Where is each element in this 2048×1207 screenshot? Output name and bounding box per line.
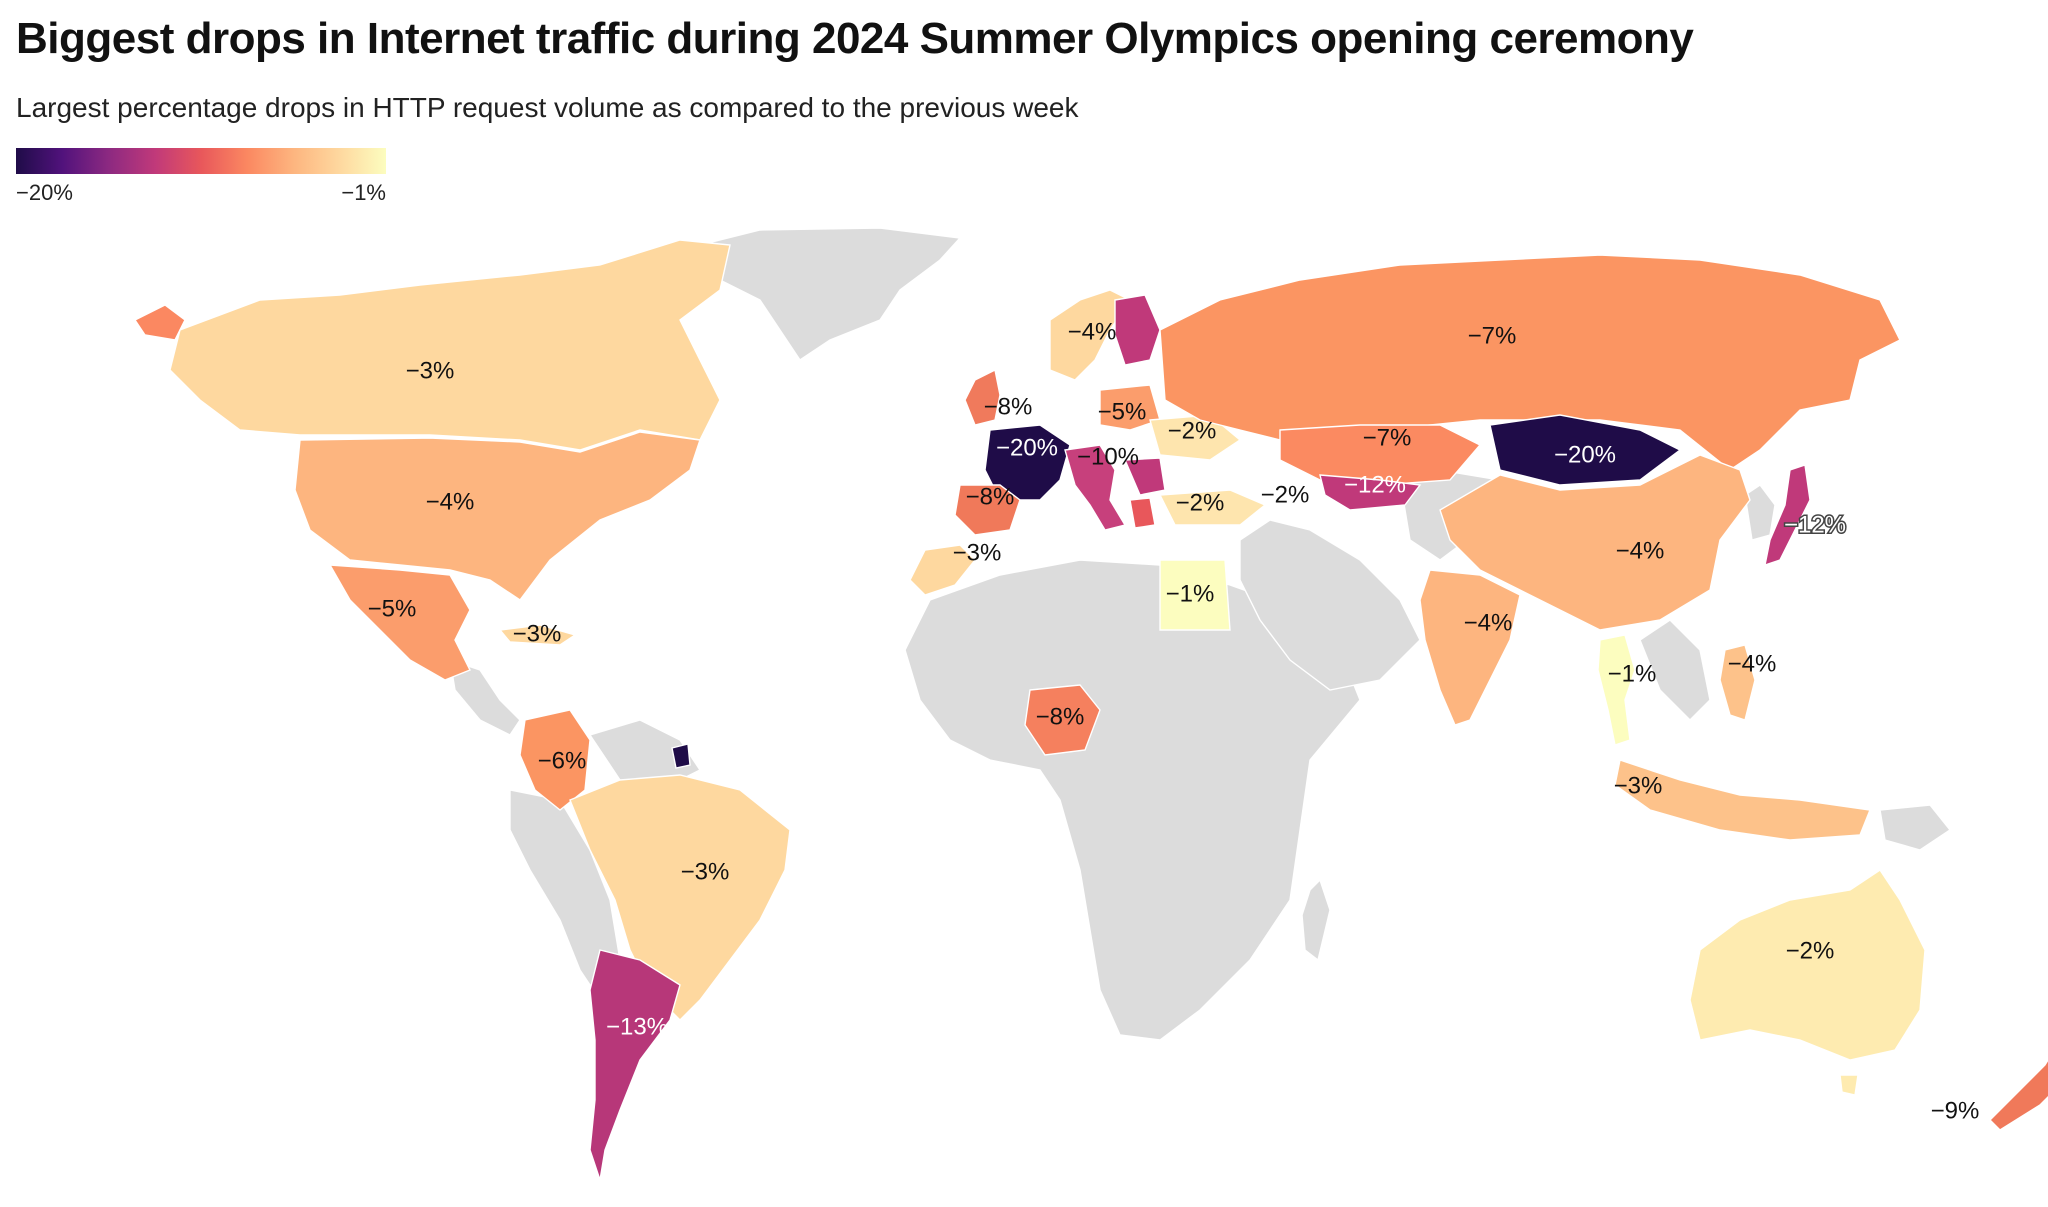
- region-argentina: [589, 949, 681, 1181]
- label-brazil: −3%: [681, 858, 730, 885]
- region-usa: [294, 431, 701, 601]
- korea-region: [1744, 484, 1776, 541]
- papua: [1879, 804, 1952, 851]
- label-cuba: −3%: [513, 620, 562, 647]
- label-canada: −3%: [406, 357, 455, 384]
- label-new-zealand: −9%: [1931, 1097, 1980, 1124]
- label-colombia: −6%: [538, 747, 587, 774]
- choropleth-countries: [133, 239, 2048, 1181]
- region-indonesia: [1614, 759, 1871, 841]
- label-france: −20%: [996, 434, 1058, 461]
- label-poland: −5%: [1098, 398, 1147, 425]
- region-uk: [964, 368, 1001, 426]
- region-china: [1439, 454, 1751, 631]
- middle-east-nodata: [1239, 519, 1421, 691]
- region-mexico: [328, 564, 471, 681]
- label-china: −4%: [1616, 537, 1665, 564]
- central-america-nodata: [449, 658, 521, 736]
- legend-min-label: −20%: [16, 180, 73, 205]
- region-norway: [1049, 289, 1132, 381]
- french-guiana: [671, 743, 691, 769]
- legend-max-label: −1%: [341, 180, 386, 205]
- label-mongolia: −20%: [1554, 441, 1616, 468]
- label-georgia: −2%: [1261, 481, 1310, 508]
- region-italy: [1064, 444, 1127, 531]
- nodata-land: [449, 227, 1952, 1041]
- region-nigeria: [1024, 684, 1101, 756]
- southeast-asia-nodata: [1639, 619, 1711, 721]
- finland: [1114, 294, 1161, 366]
- region-spain: [954, 484, 1021, 536]
- label-turkey: −2%: [1176, 489, 1225, 516]
- label-italy: −10%: [1077, 443, 1139, 470]
- label-india: −4%: [1464, 609, 1513, 636]
- label-norway: −4%: [1068, 318, 1117, 345]
- label-uk: −8%: [984, 393, 1033, 420]
- region-mongolia: [1489, 414, 1682, 486]
- label-egypt: −1%: [1166, 580, 1215, 607]
- page-title: Biggest drops in Internet traffic during…: [16, 14, 1694, 63]
- label-japan: −12%: [1784, 511, 1846, 538]
- label-philippines: −4%: [1728, 650, 1777, 677]
- label-mexico: −5%: [368, 595, 417, 622]
- label-nigeria: −8%: [1036, 703, 1085, 730]
- region-philippines: [1719, 644, 1756, 721]
- region-morocco: [909, 544, 976, 596]
- legend-gradient-bar: [16, 148, 386, 174]
- africa-nodata: [904, 559, 1361, 1041]
- label-thailand: −1%: [1608, 660, 1657, 687]
- greece: [1129, 497, 1156, 529]
- region-cuba: [498, 624, 577, 646]
- greenland: [698, 227, 962, 361]
- region-turkey: [1158, 489, 1267, 526]
- page-subtitle: Largest percentage drops in HTTP request…: [16, 92, 1079, 123]
- alaska-region: [133, 304, 186, 341]
- label-kazakhstan: −7%: [1363, 424, 1412, 451]
- tasmania: [1839, 1074, 1859, 1096]
- region-france: [984, 424, 1071, 501]
- label-indonesia: −3%: [1614, 772, 1663, 799]
- color-legend: −20% −1%: [16, 148, 386, 208]
- region-canada: [169, 239, 731, 451]
- madagascar: [1301, 878, 1331, 962]
- region-thailand: [1597, 634, 1636, 746]
- label-argentina: −13%: [606, 1013, 668, 1040]
- label-russia: −7%: [1468, 322, 1517, 349]
- value-labels: −3% −4% −5% −3% −6% −3% −13% −20% −8% −8…: [368, 318, 1980, 1124]
- region-uzbekistan: [1319, 474, 1422, 511]
- region-brazil: [569, 774, 791, 1021]
- region-india: [1419, 569, 1521, 726]
- region-japan: [1764, 464, 1811, 567]
- label-ukraine: −2%: [1168, 417, 1217, 444]
- label-australia: −2%: [1786, 937, 1835, 964]
- label-morocco: −3%: [953, 539, 1002, 566]
- label-uzbekistan: −12%: [1344, 471, 1406, 498]
- region-kazakhstan: [1279, 424, 1482, 486]
- label-usa: −4%: [426, 488, 475, 515]
- balkans: [1123, 457, 1166, 496]
- region-egypt: [1159, 559, 1231, 631]
- region-australia: [1689, 869, 1926, 1061]
- region-poland: [1099, 384, 1161, 431]
- label-spain: −8%: [966, 483, 1015, 510]
- region-new-zealand: [1989, 1058, 2048, 1131]
